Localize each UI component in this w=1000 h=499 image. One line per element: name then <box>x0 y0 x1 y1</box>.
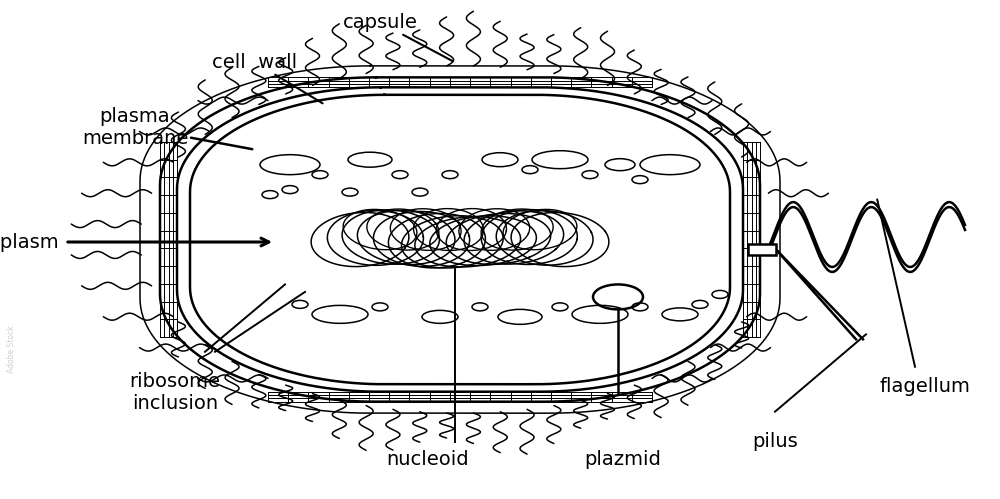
Text: plasma
membrane: plasma membrane <box>82 107 252 149</box>
Text: capsule: capsule <box>343 13 453 61</box>
Text: Adobe Stock: Adobe Stock <box>7 325 16 373</box>
FancyBboxPatch shape <box>748 244 776 255</box>
Text: flagellum: flagellum <box>880 377 970 396</box>
Text: ribosome
inclusion: ribosome inclusion <box>130 372 220 413</box>
Text: cytoplasm: cytoplasm <box>0 233 60 251</box>
Text: nucleoid: nucleoid <box>387 450 469 469</box>
Text: plazmid: plazmid <box>585 450 661 469</box>
Text: pilus: pilus <box>752 432 798 451</box>
Text: cell  wall: cell wall <box>212 53 323 103</box>
